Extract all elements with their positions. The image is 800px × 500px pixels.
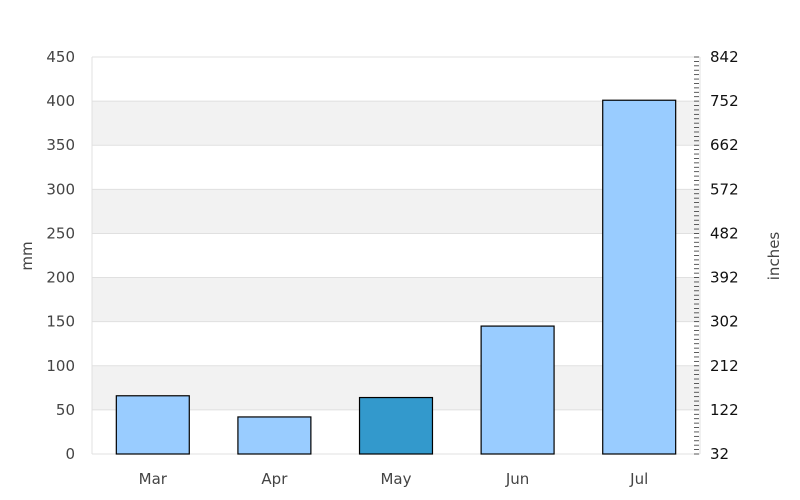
right-tick-label: 32 — [710, 445, 729, 463]
right-tick-label: 572 — [710, 180, 739, 198]
bar-may — [358, 396, 434, 455]
right-axis-title: inches — [765, 232, 783, 281]
left-tick-label: 50 — [56, 401, 75, 419]
x-tick-label: Jun — [505, 470, 529, 488]
background-band — [92, 189, 700, 234]
x-tick-label: Apr — [261, 470, 288, 488]
left-tick-label: 300 — [46, 180, 75, 198]
right-tick-label: 212 — [710, 357, 739, 375]
bar-mar — [115, 395, 190, 455]
left-tick-label: 400 — [46, 92, 75, 110]
left-tick-label: 150 — [46, 313, 75, 331]
left-tick-label: 200 — [46, 269, 75, 287]
bars — [115, 99, 677, 455]
right-tick-label: 122 — [710, 401, 739, 419]
right-tick-label: 752 — [710, 92, 739, 110]
background-band — [92, 277, 700, 322]
left-tick-label: 250 — [46, 224, 75, 242]
bar-apr — [237, 416, 312, 455]
background-band — [92, 101, 700, 146]
right-tick-label: 482 — [710, 224, 739, 242]
left-tick-label: 450 — [46, 48, 75, 66]
x-tick-label: Mar — [139, 470, 168, 488]
bar-jun — [480, 325, 555, 455]
x-tick-label: May — [380, 470, 411, 488]
right-tick-label: 662 — [710, 136, 739, 154]
right-tick-label: 302 — [710, 313, 739, 331]
right-tick-label: 842 — [710, 48, 739, 66]
bar-jul — [602, 99, 677, 455]
left-axis-ticks: 0 50 100 150 200 250 300 350 400 450 — [46, 48, 75, 463]
left-axis-title: mm — [18, 241, 36, 270]
right-tick-label: 392 — [710, 269, 739, 287]
background-bands — [92, 101, 700, 410]
x-axis-ticks: Mar Apr May Jun Jul — [139, 470, 649, 488]
x-tick-label: Jul — [629, 470, 648, 488]
left-tick-label: 350 — [46, 136, 75, 154]
right-axis-ticks: 32 122 212 302 392 482 572 662 752 842 — [694, 48, 739, 463]
left-tick-label: 0 — [65, 445, 75, 463]
left-tick-label: 100 — [46, 357, 75, 375]
